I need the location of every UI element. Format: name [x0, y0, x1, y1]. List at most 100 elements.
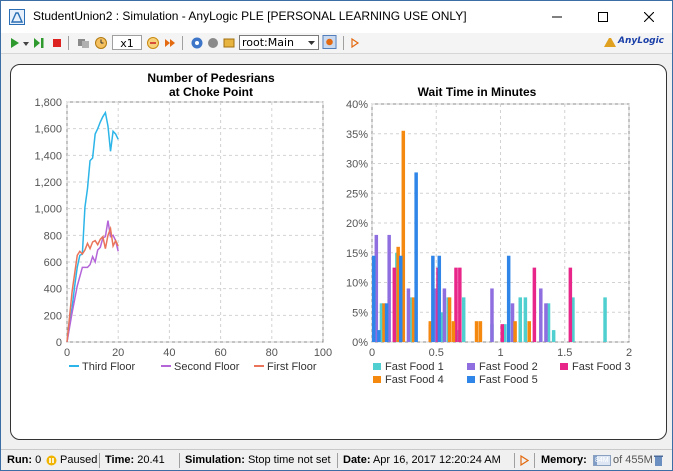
date-label: Date:: [343, 454, 371, 466]
y-tick-label: 1,400: [34, 150, 62, 162]
speed-down-icon[interactable]: [146, 36, 160, 50]
view-selector[interactable]: root:Main: [239, 35, 319, 50]
series-line: [66, 110, 119, 343]
plot-area: [66, 101, 324, 343]
histogram-bar: [523, 297, 528, 342]
histogram-bar: [513, 321, 517, 342]
legend-label: Fast Food 3: [572, 361, 631, 373]
y-tick-label: 5%: [352, 307, 368, 319]
step-icon[interactable]: [33, 36, 45, 50]
x-tick-label: 1.5: [557, 347, 572, 359]
series-line: [66, 225, 119, 343]
stop-icon[interactable]: [51, 36, 63, 50]
histogram-bar: [372, 255, 376, 342]
speed-display: x1: [112, 35, 142, 50]
minimize-icon: [552, 16, 562, 18]
y-tick-label: 1,200: [34, 177, 62, 189]
histogram-bar: [401, 130, 406, 342]
run-state: Paused: [60, 454, 98, 466]
y-tick-label: 1,800: [34, 97, 62, 109]
x-tick-label: 60: [214, 347, 226, 359]
clone-experiment-icon[interactable]: [77, 36, 91, 50]
x-tick-label: 1: [497, 347, 503, 359]
legend-label: First Floor: [267, 361, 317, 373]
y-tick-label: 15%: [346, 248, 368, 260]
y-tick-label: 1,600: [34, 124, 62, 136]
x-tick-label: 20: [112, 347, 124, 359]
histogram-bar: [461, 297, 466, 342]
histogram-bar: [518, 297, 522, 342]
navigate-icon[interactable]: [222, 36, 236, 50]
histogram-bar: [433, 288, 438, 342]
camera-icon[interactable]: [206, 36, 220, 50]
close-icon: [644, 12, 654, 22]
y-tick-label: 35%: [346, 129, 368, 141]
time-value: 20.41: [137, 454, 165, 466]
settings-icon[interactable]: [190, 36, 204, 50]
legend-swatch: [467, 363, 475, 370]
y-tick-label: 20%: [346, 218, 368, 230]
simulation-canvas: Number of Pedesrians at Choke Point 0 200 40…: [10, 64, 667, 440]
histogram-bar: [568, 267, 573, 342]
x-tick-label: 80: [266, 347, 278, 359]
toolbar: x1 root:Main AnyLogic: [1, 33, 672, 54]
chart-title: Wait Time in Minutes: [418, 85, 537, 99]
minimize-button[interactable]: [534, 1, 580, 33]
y-tick-label: 30%: [346, 159, 368, 171]
histogram-bar: [454, 267, 458, 342]
histogram-bar: [527, 321, 531, 342]
run-icon[interactable]: [10, 36, 20, 50]
y-tick-label: 1,000: [34, 204, 62, 216]
histogram-bar: [500, 324, 504, 342]
histogram-bar: [451, 321, 456, 342]
histogram-bar: [458, 267, 462, 342]
model-icon[interactable]: [350, 36, 362, 50]
simulation-value: Stop time not set: [247, 454, 331, 466]
histogram-bar: [437, 255, 442, 342]
brand-name[interactable]: AnyLogic: [618, 36, 665, 46]
legend-label: Fast Food 1: [385, 361, 444, 373]
histogram-bar: [532, 267, 537, 342]
trash-icon[interactable]: [653, 454, 664, 467]
legend-label: Fast Food 4: [385, 374, 444, 386]
y-tick-label: 40%: [346, 99, 368, 111]
date-value: Apr 16, 2017 12:20:24 AM: [372, 454, 501, 466]
clock-icon[interactable]: [94, 36, 108, 50]
navigate-to-view-icon[interactable]: [322, 35, 337, 49]
paused-indicator-icon: [46, 455, 57, 466]
maximize-icon: [598, 12, 608, 22]
memory-usage-fill: [594, 456, 597, 465]
histogram-bar: [377, 330, 381, 342]
window-title: StudentUnion2 : Simulation - AnyLogic PL…: [33, 9, 467, 23]
status-arrow-icon[interactable]: [520, 455, 529, 466]
histogram-bar: [506, 255, 511, 342]
histogram-bar: [379, 303, 384, 342]
histogram-bar: [539, 288, 543, 342]
y-tick-label: 0: [56, 337, 62, 349]
maximize-button[interactable]: [580, 1, 626, 33]
histogram-bar: [503, 324, 507, 342]
histogram-bar: [411, 297, 416, 342]
x-tick-label: 0.5: [429, 347, 444, 359]
view-selector-value: root:Main: [242, 36, 295, 49]
histogram-bar: [603, 297, 607, 342]
speed-up-icon[interactable]: [163, 36, 177, 50]
histogram-bar: [398, 255, 403, 342]
legend-swatch: [373, 363, 381, 370]
legend-label: Second Floor: [174, 361, 240, 373]
histogram-bar: [392, 267, 397, 342]
histogram-bar: [384, 303, 389, 342]
x-tick-label: 0: [64, 347, 70, 359]
title-bar[interactable]: StudentUnion2 : Simulation - AnyLogic PL…: [1, 1, 672, 33]
legend-swatch: [467, 376, 475, 383]
x-tick-label: 40: [163, 347, 175, 359]
legend-label: Fast Food 5: [479, 374, 538, 386]
run-value: 0: [35, 454, 42, 466]
y-tick-label: 400: [44, 284, 62, 296]
histogram-bar: [490, 288, 494, 342]
run-dropdown-icon[interactable]: [22, 36, 30, 50]
close-button[interactable]: [626, 1, 672, 33]
histogram-bar: [382, 303, 386, 342]
